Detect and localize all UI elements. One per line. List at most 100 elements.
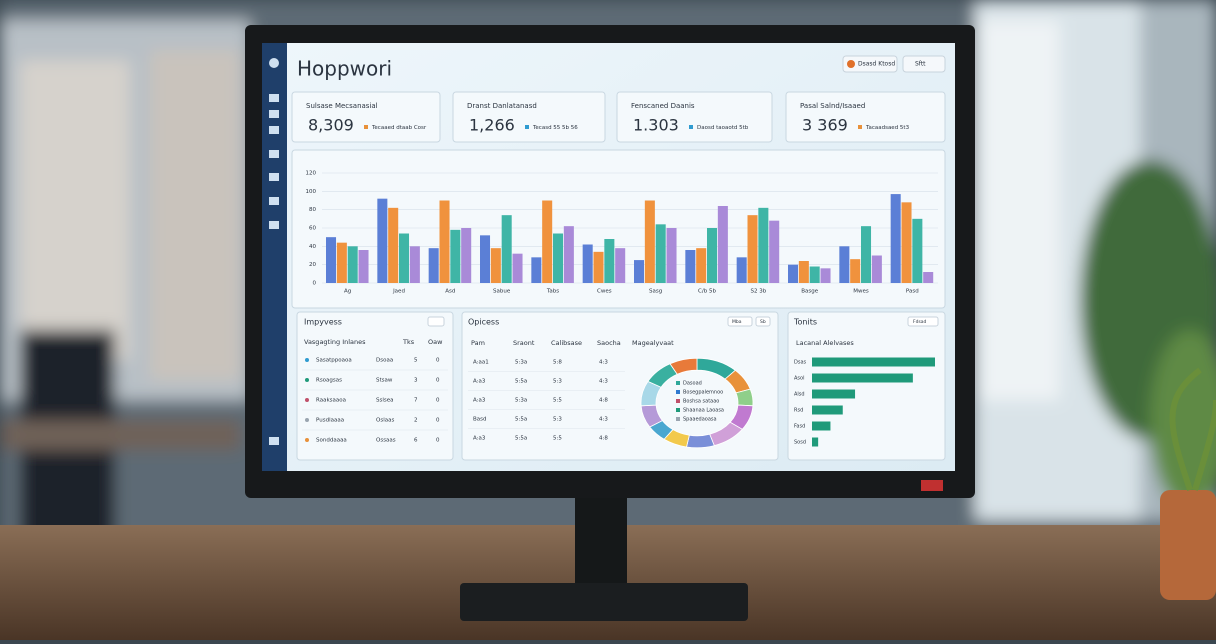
panel-title: Opicess [468,318,499,327]
table-cell: A:a3 [473,379,486,385]
icon[interactable] [269,94,279,102]
table-cell: 5:3 [553,379,562,385]
bar [923,272,933,283]
bar [707,228,717,283]
bar-label: Dsas [794,360,807,366]
icon[interactable] [269,150,279,158]
bar-label: Rsd [794,408,803,414]
table-header: Calibsase [551,339,582,347]
table-cell: 5:8 [553,360,562,366]
bar [450,230,460,283]
row-dot [305,358,309,362]
power-led [921,480,943,491]
icon[interactable] [269,58,279,68]
bar [810,267,820,284]
y-tick-label: 20 [309,262,316,268]
bar [902,202,912,283]
table-cell: 5 [414,358,418,364]
x-tick-label: Mwes [853,289,869,295]
kpi-value: 8,309 [308,116,354,135]
x-tick-label: Asd [445,289,455,295]
donut-segment [687,434,715,448]
panel-title: Tonits [793,318,817,327]
row-dot [305,378,309,382]
header-button-label: Sftt [915,61,926,68]
hbar [812,438,818,447]
table-cell: 0 [436,378,440,384]
icon[interactable] [269,197,279,205]
bar [348,246,358,283]
x-tick-label: Jaed [392,289,405,295]
bar [615,248,625,283]
table-cell: 0 [436,418,440,424]
table-cell: 4:8 [599,436,608,442]
table-cell: Ossaas [376,438,396,444]
sidebar[interactable] [262,43,287,471]
table-cell: 5:3 [553,417,562,423]
panel-button-label: Fdsad [913,319,927,325]
bar [388,208,398,283]
y-tick-label: 0 [313,281,317,287]
table-cell: 5:3a [515,398,527,404]
hbar [812,406,843,415]
legend-swatch [676,390,680,394]
icon[interactable] [269,437,279,445]
kpi-value: 1,266 [469,116,515,135]
y-tick-label: 120 [306,171,317,177]
kpi-note: Tacaadsaed 5t3 [865,125,910,131]
row-dot [305,398,309,402]
table-cell: 4:3 [599,379,608,385]
bar [359,250,369,283]
x-tick-label: Sabue [493,289,511,295]
icon[interactable] [269,173,279,181]
bar [861,226,871,283]
y-tick-label: 60 [309,226,316,232]
table-cell: A:a3 [473,398,486,404]
panel-button-label: Sb [760,319,766,325]
bar [685,250,695,283]
bar-label: Alsd [794,392,805,398]
table-cell: 5:5a [515,379,527,385]
kpi-note-swatch [525,125,529,129]
x-tick-label: Basge [801,289,819,295]
kpi-note: Daosd taoaotd 5tb [697,125,749,131]
table-cell: Rsoagsas [316,378,342,384]
panel-subtitle: Lacanal Alelvases [796,339,854,347]
table-cell: Pusdlaaaa [316,418,344,424]
panel-button[interactable] [428,317,444,326]
bar [850,259,860,283]
legend-swatch [676,408,680,412]
hbar [812,390,855,399]
row-dot [305,438,309,442]
kpi-note: Tecaaed dtaab Cosr [371,125,427,131]
bar [912,219,922,283]
table-cell: 5:5a [515,417,527,423]
table-cell: 5:5 [553,436,562,442]
x-tick-label: Ag [344,289,351,295]
kpi-label: Fenscaned Daanis [631,102,695,110]
icon[interactable] [269,110,279,118]
bar [429,248,439,283]
panel-button-label: Mba [732,319,742,325]
bar [872,256,882,284]
icon[interactable] [269,126,279,134]
legend-label: Shaanaa Laoasa [683,408,724,414]
bar [377,199,387,283]
table-cell: 5:5 [553,398,562,404]
bar [531,257,541,283]
bar-label: Fasd [794,424,805,430]
bar [604,239,614,283]
bar [748,215,758,283]
legend-label: Bosegpalemnoo [683,390,723,396]
table-cell: 7 [414,398,418,404]
kpi-note-swatch [364,125,368,129]
icon[interactable] [269,221,279,229]
table-header: Magealyvaat [632,339,674,347]
bar-label: Sosd [794,440,806,446]
table-cell: 6 [414,438,418,444]
legend-swatch [676,399,680,403]
table-cell: Sasatppoaoa [316,358,352,364]
header-button-label: Dsasd Ktosd [858,61,895,68]
table-cell: 3 [414,378,418,384]
legend-label: Dasoad [683,381,702,387]
